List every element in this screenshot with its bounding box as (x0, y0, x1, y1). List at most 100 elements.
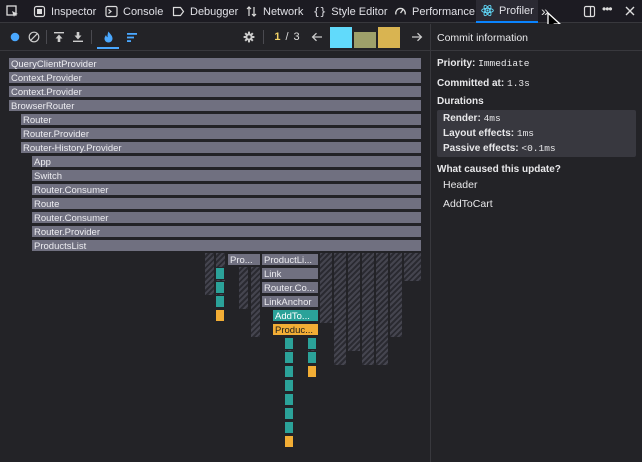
flamegraph-panel: QueryClientProvider Context.Provider Conte… (0, 52, 430, 462)
tab-debugger[interactable]: Debugger (172, 0, 238, 23)
flame-node-block[interactable] (307, 351, 317, 364)
sidebar-header: Commit information (431, 24, 642, 51)
flame-node-block[interactable] (215, 295, 225, 308)
load-profile-button[interactable] (52, 28, 66, 46)
flame-node-route[interactable]: Route (31, 197, 422, 210)
flame-node-router-consumer[interactable]: Router.Co... (261, 281, 319, 294)
tab-profiler[interactable]: Profiler (476, 0, 538, 23)
flame-node-switch[interactable]: Switch (31, 169, 422, 182)
flame-node-product-item[interactable]: Pro... (227, 253, 261, 266)
save-profile-button[interactable] (71, 28, 85, 46)
unrendered-subtree[interactable] (204, 253, 215, 295)
layout-effects-duration: Layout effects: 1ms (443, 128, 534, 139)
settings-gear-icon[interactable] (242, 28, 256, 46)
committed-label: Committed at: (437, 78, 505, 89)
flame-node-router-provider[interactable]: Router.Provider (31, 225, 422, 238)
inspector-icon (33, 5, 46, 18)
passive-effects-value: <0.1ms (521, 143, 556, 154)
tab-network[interactable]: Network (245, 0, 303, 23)
flame-node-block[interactable] (215, 267, 225, 280)
flame-node-block[interactable] (215, 281, 225, 294)
clear-profile-button[interactable] (27, 28, 41, 46)
more-options-icon[interactable]: ••• (602, 2, 613, 16)
record-button[interactable] (9, 28, 21, 46)
commit-separator: / (285, 31, 289, 43)
commit-bar[interactable] (378, 27, 400, 48)
unrendered-subtree[interactable] (238, 267, 249, 309)
flame-node-block[interactable] (284, 379, 294, 392)
passive-effects-duration: Passive effects: <0.1ms (443, 143, 556, 154)
commit-bar[interactable] (354, 32, 376, 48)
render-duration: Render: 4ms (443, 113, 501, 124)
flame-node-router-provider[interactable]: Router.Provider (20, 127, 422, 140)
unrendered-subtree[interactable] (361, 253, 375, 365)
close-icon[interactable] (624, 4, 636, 22)
unrendered-subtree[interactable] (375, 253, 389, 365)
tab-style-editor[interactable]: {} Style Editor (313, 0, 388, 23)
dock-toggle-icon[interactable] (583, 5, 596, 23)
ranked-chart-button[interactable] (125, 28, 139, 46)
toolbar-divider (263, 30, 264, 44)
tab-inspector-label: Inspector (51, 5, 97, 18)
next-commit-button[interactable] (410, 28, 424, 46)
unrendered-subtree[interactable] (319, 253, 333, 323)
update-cause-item[interactable]: Header (443, 179, 478, 191)
committed-value: 1.3s (507, 78, 530, 89)
render-label: Render: (443, 113, 481, 124)
network-icon (245, 5, 258, 18)
flame-node-router[interactable]: Router (20, 113, 422, 126)
more-tabs-chevron-icon[interactable]: » (541, 3, 549, 19)
flame-node-router-history-provider[interactable]: Router-History.Provider (20, 141, 422, 154)
toolbar-divider (91, 30, 92, 44)
commit-information-sidebar: Commit information Priority: Immediate C… (430, 24, 642, 462)
update-cause-item[interactable]: AddToCart (443, 198, 493, 210)
tab-console-label: Console (123, 5, 164, 18)
priority-value: Immediate (478, 58, 530, 69)
unrendered-subtree[interactable] (347, 253, 361, 351)
flame-node-link-anchor[interactable]: LinkAnchor (261, 295, 319, 308)
committed-row: Committed at: 1.3s (437, 78, 530, 89)
style-editor-icon: {} (313, 5, 327, 18)
flame-node-block[interactable] (284, 365, 294, 378)
flame-node-product-price[interactable]: Produc... (272, 323, 319, 336)
flame-node-block[interactable] (307, 365, 317, 378)
flame-node-block[interactable] (307, 337, 317, 350)
flame-node-add-to-cart[interactable]: AddTo... (272, 309, 319, 322)
flame-node-block[interactable] (284, 407, 294, 420)
flame-node-router-consumer[interactable]: Router.Consumer (31, 183, 422, 196)
commit-bar[interactable] (330, 27, 352, 48)
flame-node-context-provider[interactable]: Context.Provider (8, 85, 422, 98)
unrendered-subtree[interactable] (403, 253, 422, 281)
unrendered-subtree[interactable] (250, 267, 261, 337)
flame-node-app[interactable]: App (31, 155, 422, 168)
flame-node-link[interactable]: Link (261, 267, 319, 280)
previous-commit-button[interactable] (310, 28, 324, 46)
toolbar-divider (46, 30, 47, 44)
tab-performance[interactable]: Performance (394, 0, 475, 23)
unrendered-subtree[interactable] (333, 253, 347, 365)
commit-current: 1 (274, 31, 281, 43)
element-picker-icon[interactable] (6, 5, 19, 18)
flame-node-query-client-provider[interactable]: QueryClientProvider (8, 57, 422, 70)
react-icon (481, 4, 494, 17)
flame-node-block[interactable] (284, 393, 294, 406)
flame-node-router-consumer[interactable]: Router.Consumer (31, 211, 422, 224)
tab-profiler-label: Profiler (499, 4, 534, 17)
render-value: 4ms (483, 113, 501, 124)
flamegraph-view-button[interactable] (97, 26, 119, 49)
unrendered-subtree[interactable] (389, 253, 403, 337)
flame-node-block[interactable] (215, 309, 225, 322)
flame-node-block[interactable] (284, 337, 294, 350)
tab-console[interactable]: Console (105, 0, 163, 23)
flame-node-block[interactable] (284, 421, 294, 434)
flame-node-browser-router[interactable]: BrowserRouter (8, 99, 422, 112)
flame-node-products-list[interactable]: ProductsList (31, 239, 422, 252)
tab-inspector[interactable]: Inspector (33, 0, 96, 23)
flame-node-product-list-item[interactable]: ProductLi... (261, 253, 319, 266)
flame-node-block[interactable] (284, 435, 294, 448)
flame-node-context-provider[interactable]: Context.Provider (8, 71, 422, 84)
devtools-tab-bar: Inspector Console Debugger Network {} St… (0, 0, 642, 33)
sidebar-title: Commit information (437, 32, 529, 44)
flame-node-block[interactable] (284, 351, 294, 364)
